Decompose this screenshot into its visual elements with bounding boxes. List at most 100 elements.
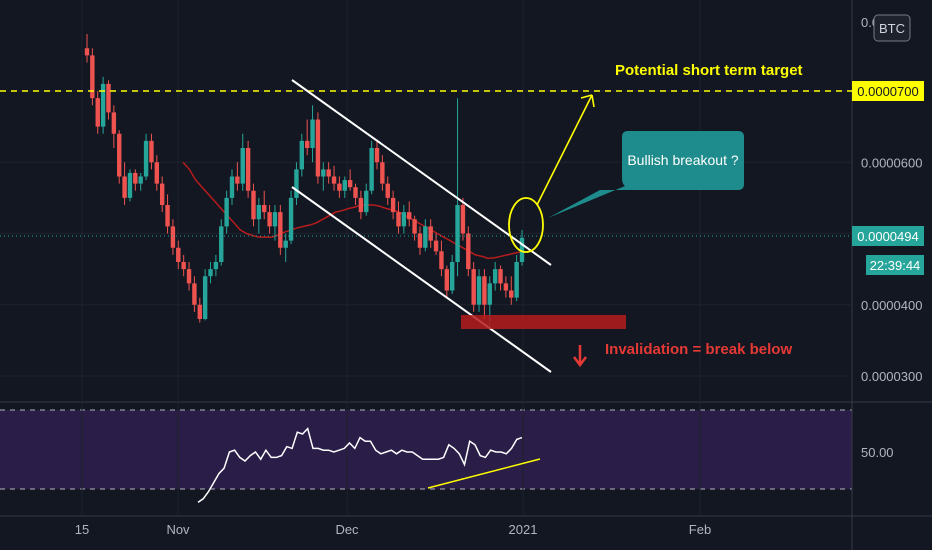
invalidation-zone xyxy=(461,315,626,329)
price-axis-label: 0.0000400 xyxy=(861,298,922,313)
candle-body xyxy=(186,269,192,284)
candle-body xyxy=(455,205,460,262)
target-annotation: Potential short term target xyxy=(615,62,803,79)
breakout-circle xyxy=(508,197,544,253)
candle-body xyxy=(127,172,133,198)
rsi-axis-label: 50.00 xyxy=(861,445,894,460)
rsi-band xyxy=(0,410,852,489)
candle-body xyxy=(380,162,385,184)
time-axis-label: Dec xyxy=(335,522,359,537)
candle-body xyxy=(90,55,95,99)
candle-body xyxy=(476,276,482,305)
breakout-callout xyxy=(548,131,744,218)
candle-body xyxy=(460,205,466,234)
candle-body xyxy=(262,205,267,213)
candle-body xyxy=(299,140,305,170)
candle-body xyxy=(487,283,492,305)
time-axis-label: Nov xyxy=(166,522,190,537)
candle-body xyxy=(208,269,213,277)
rsi-line xyxy=(197,427,523,504)
candle-body xyxy=(229,176,235,198)
channel-upper-line xyxy=(291,79,552,266)
candle-body xyxy=(165,205,170,227)
candle-body xyxy=(294,169,299,198)
candle-body xyxy=(122,176,127,198)
candle-body xyxy=(326,169,331,177)
candle-body xyxy=(133,172,138,184)
candle-body xyxy=(192,283,197,305)
candle-body xyxy=(374,148,380,163)
candle-body xyxy=(235,176,240,184)
candle-body xyxy=(219,226,224,262)
candle-body xyxy=(170,226,176,248)
candle-body xyxy=(509,290,514,298)
rsi-trend-line xyxy=(427,458,541,489)
candle-body xyxy=(315,119,321,177)
candle-body xyxy=(364,190,369,213)
target-price-tag-text: 0.0000700 xyxy=(857,84,918,99)
candle-body xyxy=(498,269,503,284)
candle-body xyxy=(482,276,487,305)
moving-average xyxy=(182,161,521,260)
target-arrow-line xyxy=(536,94,593,206)
candle-body xyxy=(396,212,401,227)
price-axis-label: 0.0000600 xyxy=(861,155,922,170)
candle-body xyxy=(514,262,519,298)
candle-body xyxy=(342,180,347,191)
candle-body xyxy=(138,176,143,184)
candle-body xyxy=(401,212,407,227)
candle-body xyxy=(202,276,208,319)
countdown-tag xyxy=(866,255,924,275)
candle-body xyxy=(433,240,439,252)
candle-body xyxy=(197,304,202,319)
candle-body xyxy=(143,140,149,177)
countdown-text: 22:39:44 xyxy=(870,258,921,273)
candle-body xyxy=(111,112,117,134)
candle-body xyxy=(224,197,229,227)
candle-body xyxy=(149,140,154,163)
candle-body xyxy=(503,283,509,291)
candle-body xyxy=(240,148,245,184)
candle-body xyxy=(412,219,417,234)
candle-body xyxy=(159,183,165,205)
symbol-badge-text[interactable]: BTC xyxy=(879,21,905,36)
candle-body xyxy=(390,197,396,213)
target-price-tag xyxy=(852,81,924,101)
invalidation-annotation: Invalidation = break below xyxy=(605,341,792,358)
symbol-badge[interactable] xyxy=(873,14,911,42)
candle-body xyxy=(272,212,278,227)
candle-body xyxy=(407,212,412,220)
candle-body xyxy=(331,176,337,184)
candle-body xyxy=(321,169,326,177)
down-arrow-icon xyxy=(573,345,587,368)
candle-body xyxy=(288,197,294,241)
candle-body xyxy=(283,240,288,248)
candle-body xyxy=(251,190,256,220)
candle-body xyxy=(358,197,364,213)
candle-body xyxy=(471,269,476,305)
candle-body xyxy=(385,183,390,198)
candle-body xyxy=(181,262,186,270)
candle-body xyxy=(492,269,498,284)
candle-body xyxy=(347,180,353,188)
breakout-annotation: Bullish breakout ? xyxy=(627,152,739,168)
candle-body xyxy=(106,83,111,113)
time-axis-label: 2021 xyxy=(509,522,538,537)
candle-body xyxy=(245,148,251,191)
candle-body xyxy=(95,98,100,127)
candle-body xyxy=(337,183,342,191)
candle-body xyxy=(369,148,374,191)
candle-body xyxy=(417,233,423,248)
last-price-tag xyxy=(852,226,924,246)
target-arrow-head xyxy=(580,94,595,108)
candle-body xyxy=(423,226,428,248)
candle-body xyxy=(353,187,358,198)
candle-body xyxy=(439,251,444,270)
candle-body xyxy=(256,205,262,220)
candle-body xyxy=(84,48,90,56)
channel-lower-line xyxy=(291,186,552,373)
ma-line xyxy=(182,161,521,260)
candle-body xyxy=(304,140,310,148)
time-axis-labels: 15 Nov Dec 2021 Feb xyxy=(75,522,711,537)
